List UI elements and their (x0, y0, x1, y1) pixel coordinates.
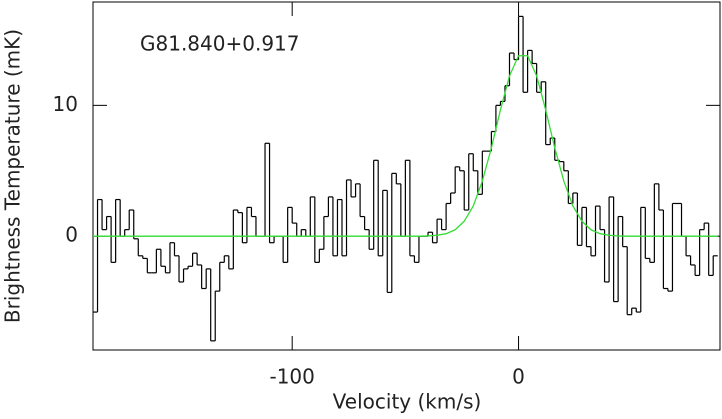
y-tick-label: 0 (65, 223, 78, 247)
x-tick-label: 0 (512, 365, 525, 389)
x-tick-label: -100 (269, 365, 314, 389)
spectrum-riser (96, 16, 714, 341)
annotation: G81.840+0.917 (140, 32, 300, 56)
x-axis-label: Velocity (km/s) (333, 390, 482, 414)
plot-frame (92, 1, 721, 351)
gaussian-fit (93, 55, 718, 237)
y-axis-label: Brightness Temperature (mK) (1, 29, 25, 323)
y-tick-label: 10 (53, 92, 78, 116)
